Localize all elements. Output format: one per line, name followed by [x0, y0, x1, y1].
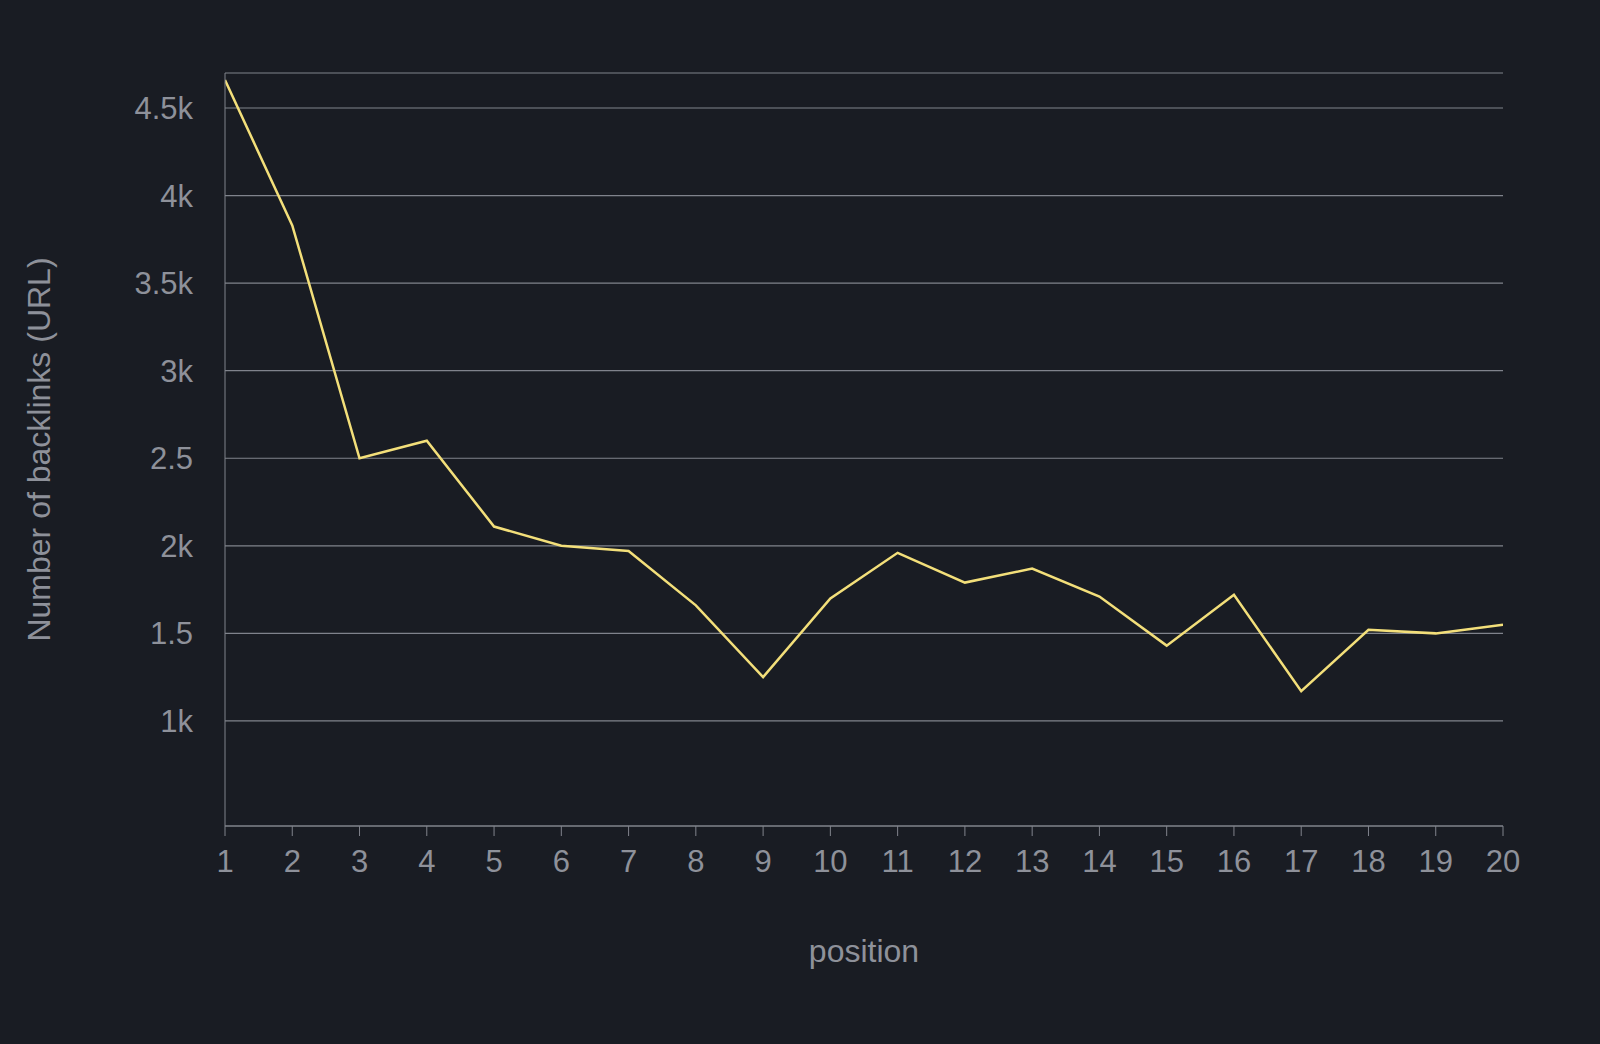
svg-text:14: 14: [1082, 844, 1116, 879]
svg-text:6: 6: [553, 844, 570, 879]
svg-text:4k: 4k: [160, 179, 193, 214]
svg-text:2.5: 2.5: [150, 441, 193, 476]
svg-text:16: 16: [1217, 844, 1251, 879]
svg-text:2: 2: [284, 844, 301, 879]
svg-text:3: 3: [351, 844, 368, 879]
svg-text:5: 5: [485, 844, 502, 879]
svg-text:3k: 3k: [160, 354, 193, 389]
svg-text:1: 1: [216, 844, 233, 879]
svg-text:18: 18: [1351, 844, 1385, 879]
svg-text:2k: 2k: [160, 529, 193, 564]
svg-text:8: 8: [687, 844, 704, 879]
svg-text:10: 10: [813, 844, 847, 879]
svg-text:position: position: [809, 933, 919, 969]
svg-text:Number of backlinks (URL): Number of backlinks (URL): [21, 257, 57, 641]
svg-text:13: 13: [1015, 844, 1049, 879]
svg-text:1.5: 1.5: [150, 616, 193, 651]
svg-text:12: 12: [948, 844, 982, 879]
svg-text:20: 20: [1486, 844, 1520, 879]
svg-text:19: 19: [1418, 844, 1452, 879]
svg-text:4.5k: 4.5k: [134, 91, 193, 126]
svg-text:7: 7: [620, 844, 637, 879]
svg-text:4: 4: [418, 844, 435, 879]
svg-text:9: 9: [754, 844, 771, 879]
svg-text:17: 17: [1284, 844, 1318, 879]
svg-text:3.5k: 3.5k: [134, 266, 193, 301]
svg-text:1k: 1k: [160, 704, 193, 739]
svg-text:15: 15: [1149, 844, 1183, 879]
svg-text:11: 11: [882, 844, 914, 879]
